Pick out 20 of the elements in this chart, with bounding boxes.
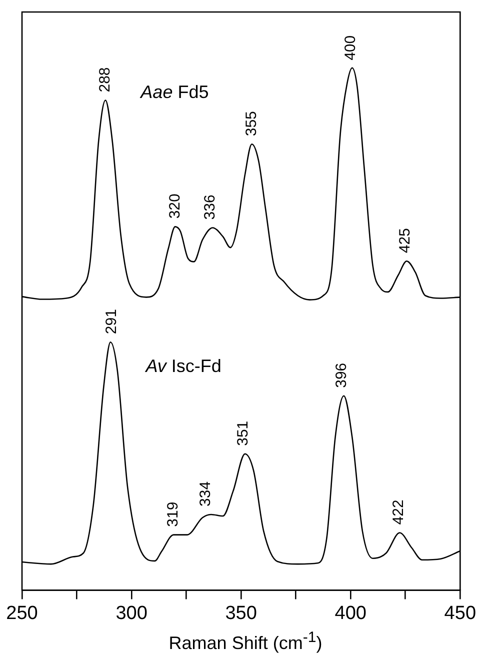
series-label: Av Isc-Fd bbox=[144, 356, 222, 376]
annotation: 336 bbox=[202, 194, 219, 220]
annotation: 400 bbox=[342, 35, 359, 60]
annotation: 425 bbox=[396, 228, 414, 254]
x-tick-label: 250 bbox=[6, 602, 38, 624]
x-tick-label: 350 bbox=[225, 602, 257, 624]
annotation: 320 bbox=[166, 194, 184, 219]
annotation: 288 bbox=[96, 67, 114, 92]
annotation: 291 bbox=[102, 309, 120, 334]
annotation: 319 bbox=[164, 502, 182, 527]
annotation: 351 bbox=[234, 420, 252, 446]
x-axis-title: Raman Shift (cm$^{-1}$) bbox=[168, 628, 324, 653]
x-tick-label: 300 bbox=[116, 602, 148, 624]
annotation: 334 bbox=[197, 481, 214, 506]
annotation: 396 bbox=[332, 362, 350, 388]
x-tick-label: 400 bbox=[334, 602, 366, 624]
annotation: 422 bbox=[390, 500, 407, 525]
x-tick-label: 450 bbox=[444, 602, 476, 624]
series-label: Aae Fd5 bbox=[140, 82, 209, 102]
annotation: 355 bbox=[243, 111, 260, 136]
